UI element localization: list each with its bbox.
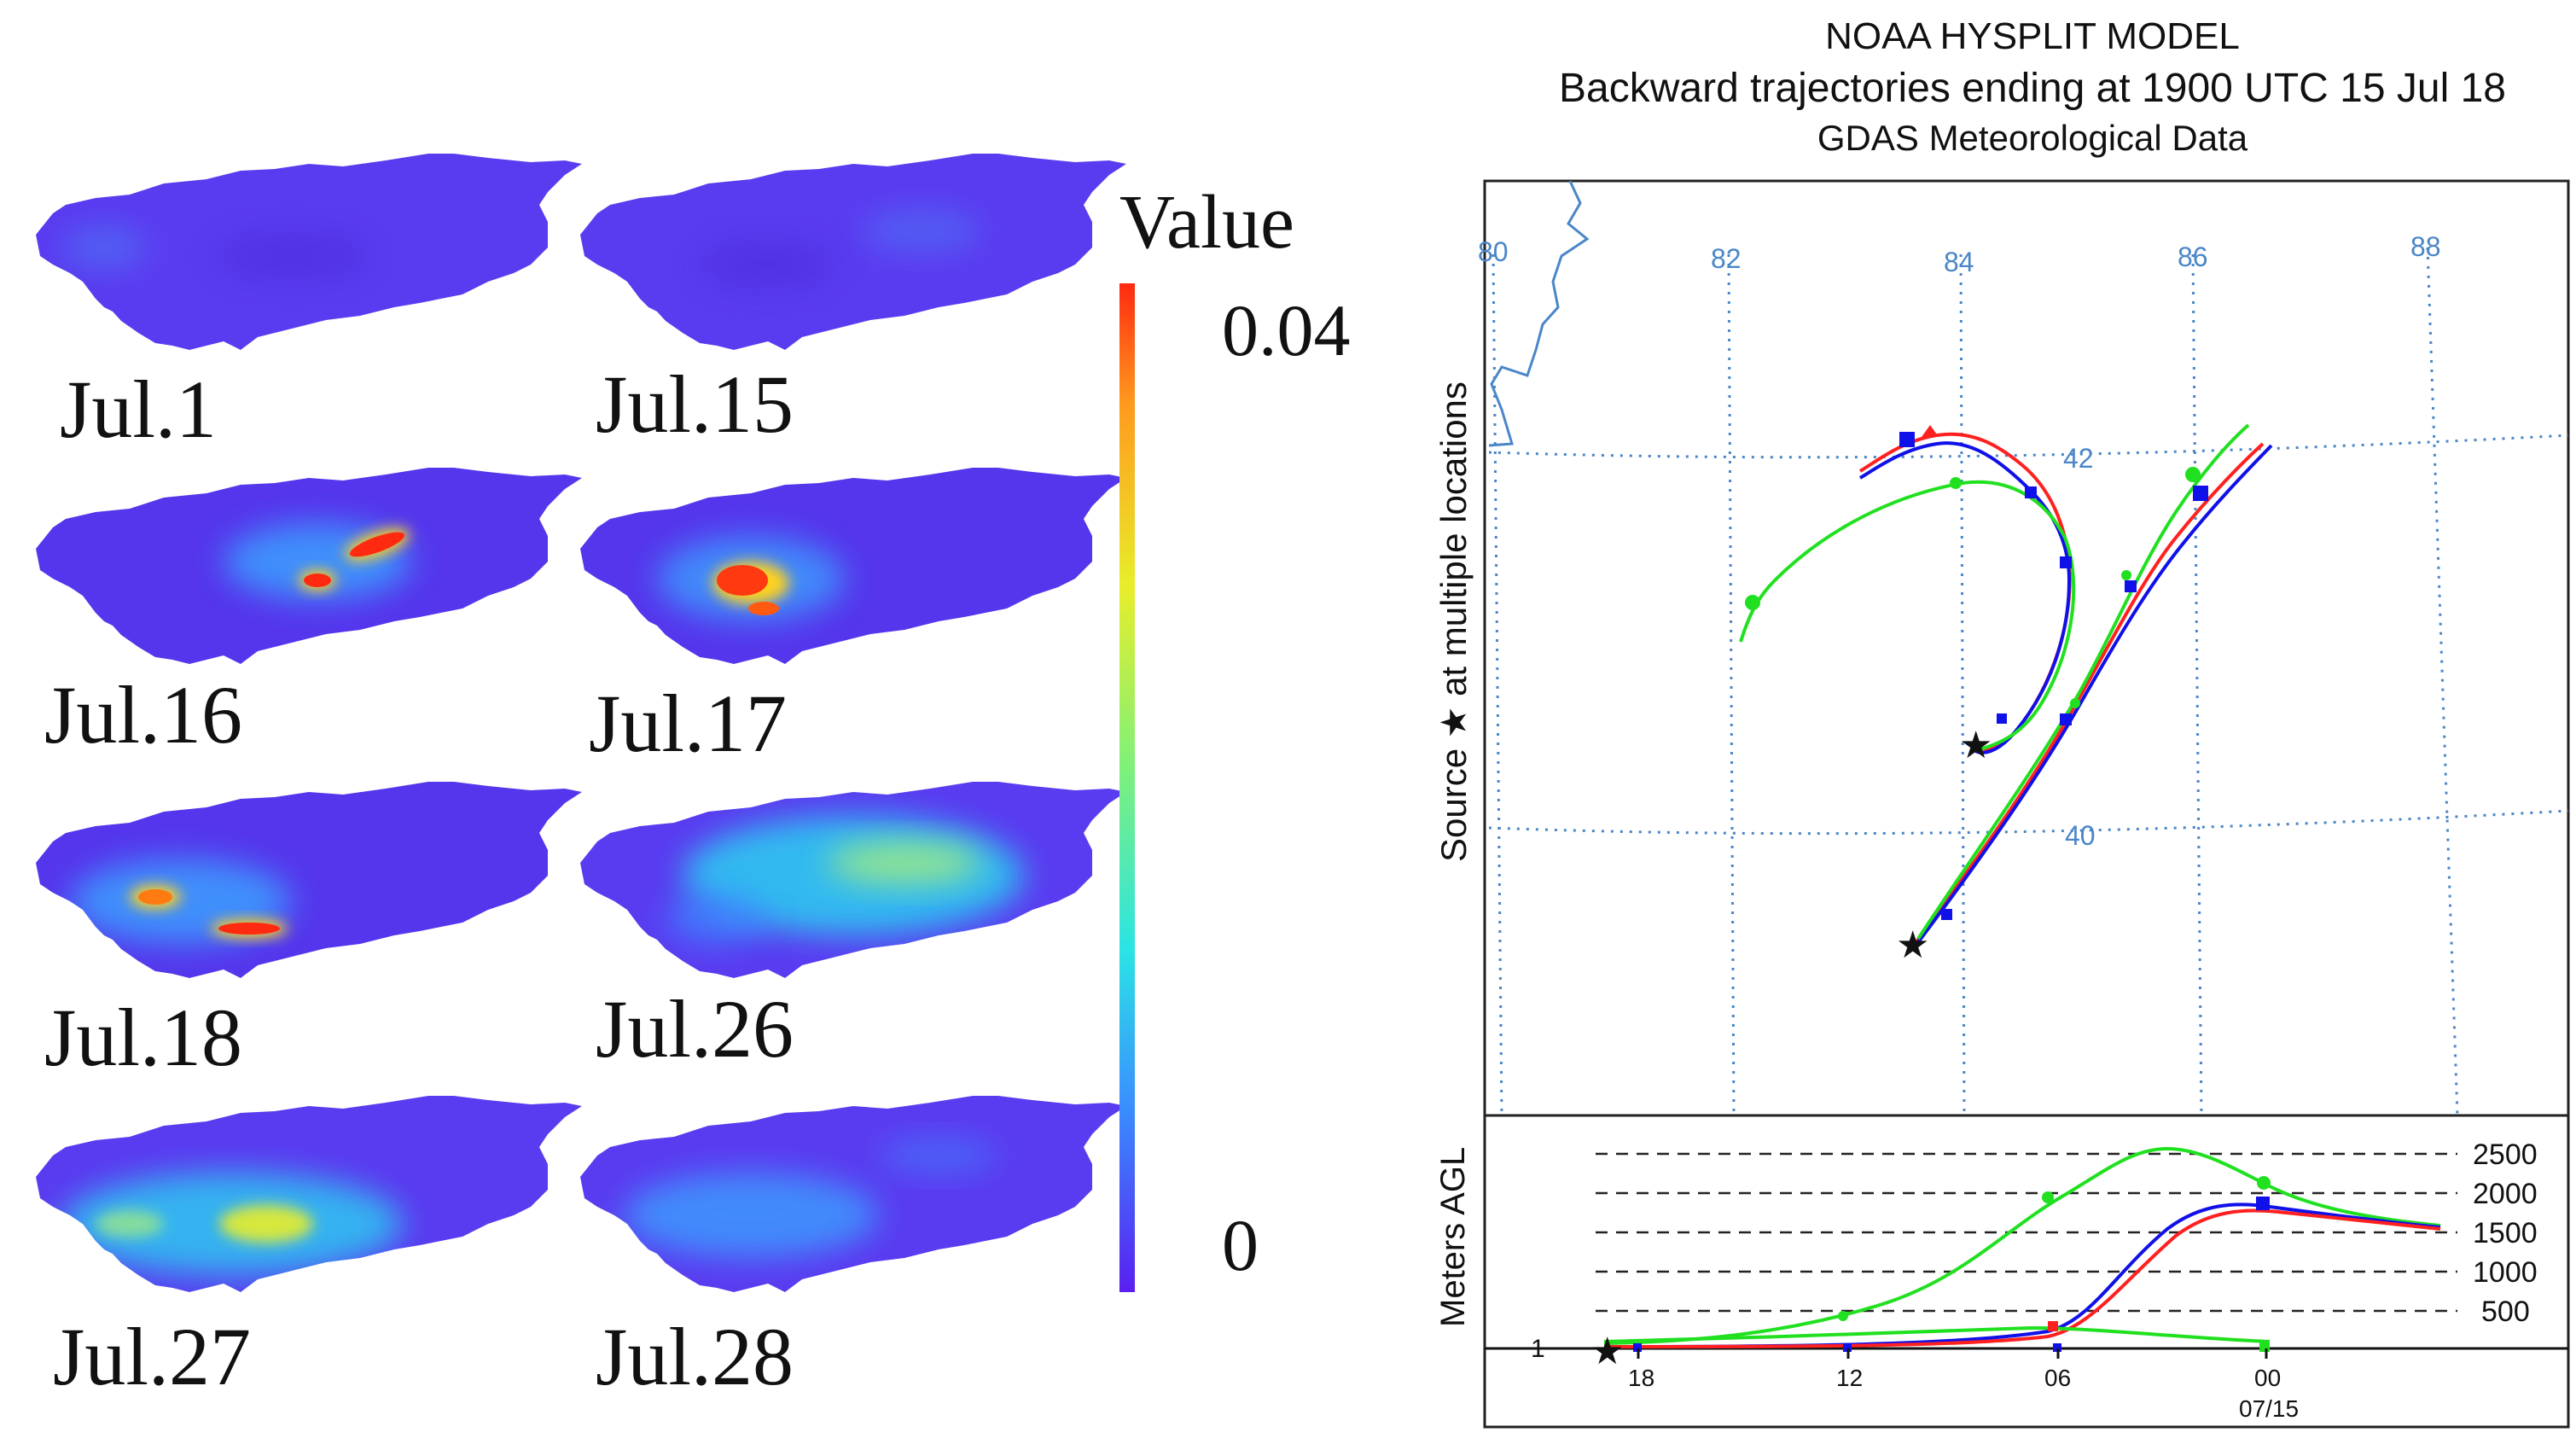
date-label: 07/15	[2239, 1395, 2299, 1422]
height-curve-green-high	[1603, 1146, 2441, 1345]
trajectory-red-2	[1914, 442, 2265, 945]
trajectory-marker	[1745, 595, 1760, 610]
map-panel-jul1	[36, 154, 582, 350]
colorbar-min-label: 0	[1222, 1204, 1259, 1286]
trajectory-map-frame	[1483, 179, 2570, 1117]
map-panel-jul18	[36, 782, 582, 978]
time-tick-label: 18	[1628, 1365, 1654, 1391]
height-axis-label: Meters AGL	[1434, 1147, 1472, 1327]
height-panel-frame	[1483, 1115, 2570, 1429]
map-panel-jul27	[36, 1096, 582, 1292]
source-star-icon: ★	[1896, 924, 1929, 966]
height-profile-panel: 2500 2000 1500 1000 500 1 ★	[1483, 1115, 2570, 1429]
hysplit-title: NOAA HYSPLIT MODEL	[1825, 15, 2240, 57]
trajectory-marker	[2070, 698, 2080, 708]
lon-label: 80	[1478, 236, 1509, 267]
trajectory-blue-2	[1914, 444, 2273, 947]
height-marker	[2257, 1176, 2271, 1190]
map-label: Jul.1	[60, 364, 218, 455]
trajectory-group-1	[1739, 425, 2076, 754]
map-panel-jul17	[580, 468, 1126, 664]
map-panel-jul15	[580, 154, 1126, 350]
time-tick-label: 06	[2044, 1365, 2071, 1391]
height-marker	[2048, 1321, 2058, 1331]
height-marker	[2053, 1343, 2061, 1352]
height-marker	[1838, 1311, 1848, 1321]
lat-label: 42	[2063, 443, 2094, 474]
trajectory-marker	[2125, 580, 2137, 592]
map-label: Jul.17	[589, 678, 788, 769]
lon-label: 88	[2410, 231, 2441, 262]
hysplit-data-source: GDAS Meteorological Data	[1817, 118, 2248, 158]
trajectory-marker	[2121, 570, 2131, 580]
time-tick-label: 12	[1836, 1365, 1863, 1391]
trajectory-marker	[1997, 713, 2007, 724]
height-first-tick: 1	[1531, 1335, 1545, 1363]
trajectory-marker	[2185, 467, 2201, 482]
coastline	[1488, 180, 1590, 447]
map-label: Jul.15	[596, 358, 794, 450]
map-panel-jul28	[580, 1096, 1126, 1292]
height-level-label: 2000	[2473, 1178, 2538, 1210]
map-label: Jul.27	[53, 1311, 252, 1402]
map-label: Jul.28	[596, 1311, 794, 1402]
trajectory-marker	[2025, 486, 2037, 498]
map-panel-jul26	[580, 782, 1126, 978]
height-curve-blue	[1603, 1203, 2441, 1348]
source-star-icon: ★	[1959, 725, 1992, 766]
trajectory-green-2	[1916, 423, 2250, 940]
height-marker	[2259, 1342, 2270, 1352]
height-level-label: 1500	[2473, 1217, 2538, 1249]
height-marker	[2042, 1191, 2054, 1203]
height-level-label: 1000	[2473, 1256, 2538, 1289]
trajectory-marker	[1899, 432, 1915, 447]
map-label: Jul.16	[44, 669, 243, 760]
trajectory-marker	[2060, 713, 2072, 725]
trajectory-marker	[1922, 425, 1939, 437]
colorbar-title: Value	[1119, 180, 1294, 265]
trajectory-green-1	[1739, 480, 2076, 751]
graticule	[1488, 247, 2569, 1116]
map-label: Jul.26	[596, 983, 794, 1074]
trajectory-marker	[2193, 486, 2208, 501]
trajectory-marker	[2060, 556, 2072, 568]
height-curve-green-low	[1603, 1325, 2271, 1343]
time-tick-label: 00	[2254, 1365, 2281, 1391]
lat-label: 40	[2065, 820, 2096, 851]
trajectory-group-2	[1914, 423, 2273, 947]
source-side-label: Source ★ at multiple locations	[1433, 381, 1474, 862]
map-panel-jul16	[36, 468, 582, 664]
height-level-label: 2500	[2473, 1138, 2538, 1171]
height-level-label: 500	[2481, 1296, 2530, 1328]
lon-label: 82	[1711, 243, 1742, 274]
trajectory-red-1	[1858, 432, 2072, 751]
lon-label: 86	[2178, 242, 2208, 272]
hysplit-subtitle: Backward trajectories ending at 1900 UTC…	[1559, 66, 2506, 111]
trajectory-marker	[1950, 477, 1962, 489]
colorbar-max-label: 0.04	[1222, 289, 1351, 371]
height-marker	[1633, 1343, 1642, 1352]
map-label: Jul.18	[44, 992, 243, 1083]
colorbar	[1119, 283, 1135, 1292]
lon-label: 84	[1944, 247, 1974, 277]
height-marker	[1843, 1343, 1852, 1352]
trajectory-blue-1	[1858, 441, 2072, 754]
height-marker	[2256, 1197, 2270, 1210]
aod-map-grid	[36, 154, 1135, 1292]
trajectory-marker	[1941, 909, 1952, 920]
height-curve-red	[1603, 1208, 2441, 1348]
source-star-icon: ★	[1590, 1331, 1624, 1372]
